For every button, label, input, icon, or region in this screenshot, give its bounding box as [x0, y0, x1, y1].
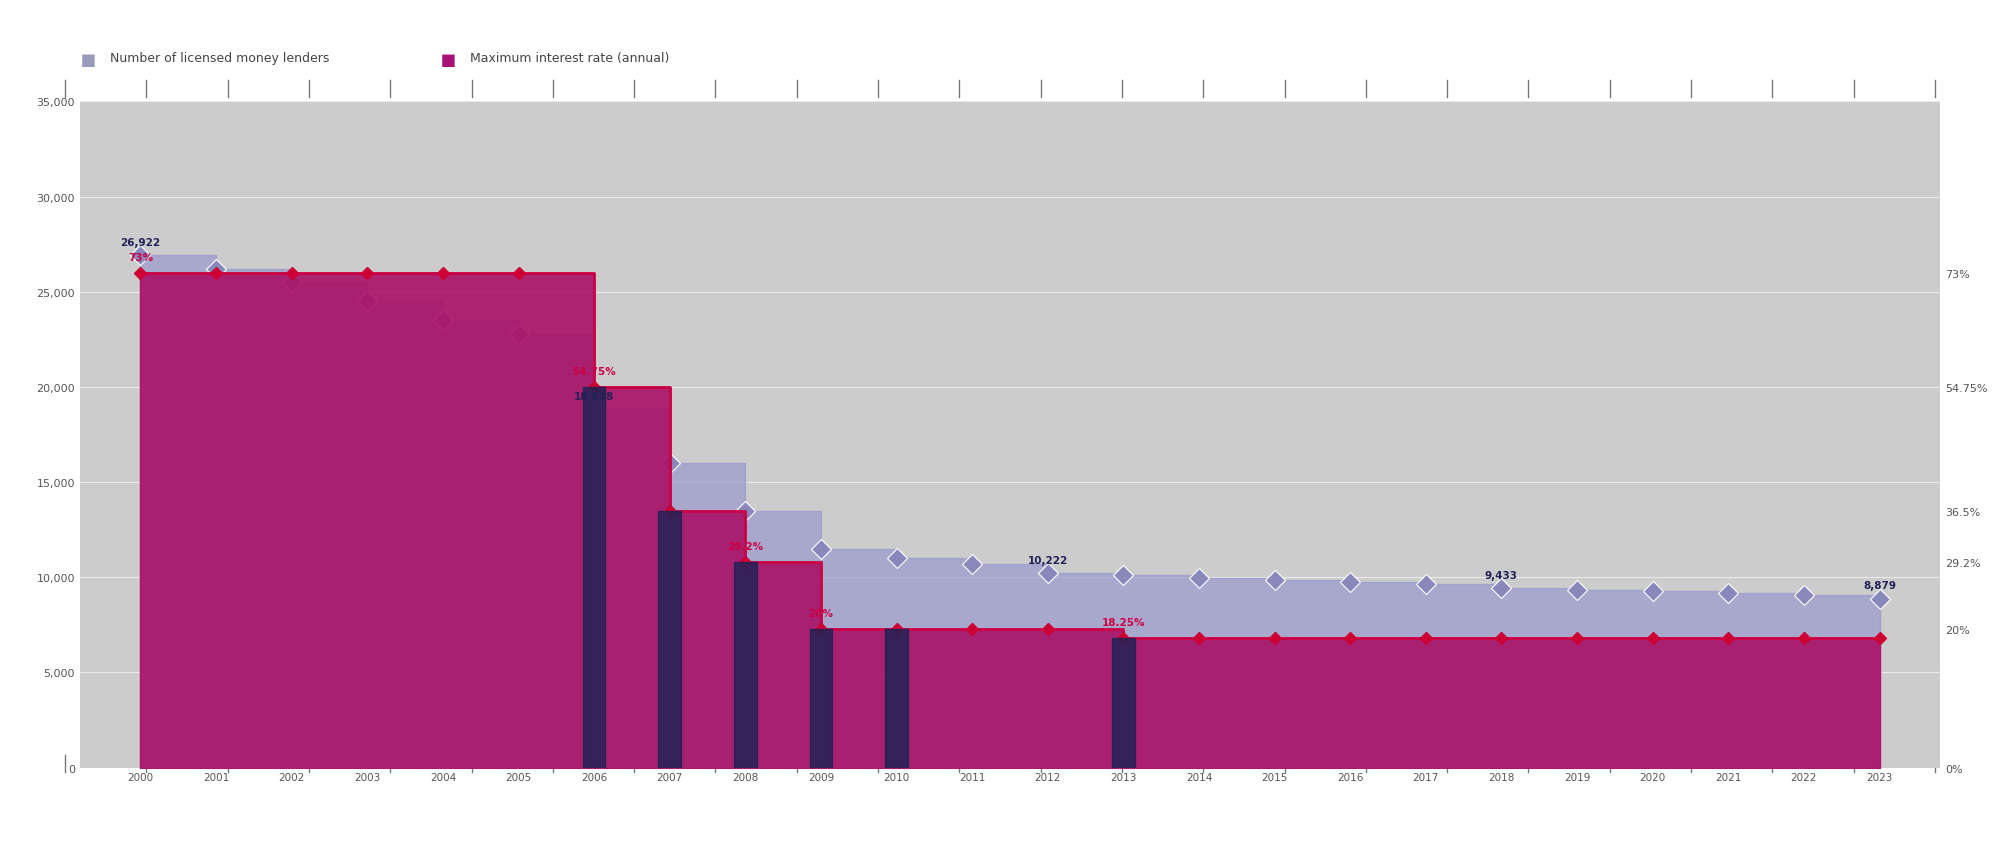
Text: 18,838: 18,838: [574, 392, 614, 401]
Text: 54.75%: 54.75%: [572, 367, 616, 376]
Text: 29.2%: 29.2%: [728, 542, 764, 551]
Text: 8,879: 8,879: [1864, 581, 1896, 590]
Bar: [734, 562, 756, 768]
Text: Number of licensed money lenders: Number of licensed money lenders: [110, 52, 330, 66]
Text: 9,433: 9,433: [1484, 570, 1518, 580]
Text: 20%: 20%: [808, 608, 834, 618]
Bar: [886, 629, 908, 768]
Text: 10,222: 10,222: [1028, 555, 1068, 565]
Bar: [1112, 638, 1134, 768]
Text: 18.25%: 18.25%: [1102, 618, 1146, 627]
Bar: [810, 629, 832, 768]
Text: ▪: ▪: [440, 48, 456, 72]
Text: Maximum interest rate (annual): Maximum interest rate (annual): [470, 52, 670, 66]
Bar: [658, 511, 682, 768]
Text: 73%: 73%: [128, 252, 154, 263]
Bar: [582, 387, 606, 768]
Text: 26,922: 26,922: [120, 238, 160, 247]
Text: ▪: ▪: [80, 48, 96, 72]
